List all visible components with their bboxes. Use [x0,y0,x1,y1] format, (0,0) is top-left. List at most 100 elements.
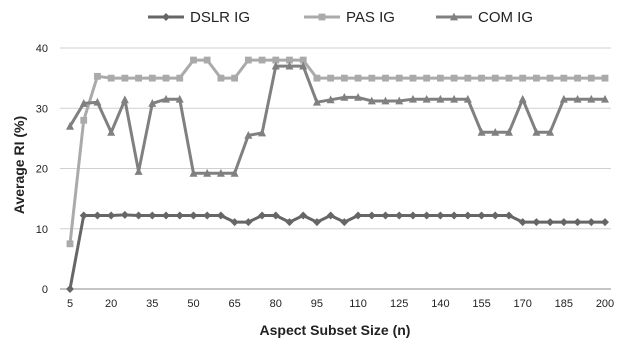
data-point [230,218,239,227]
data-point [230,168,239,177]
data-point [162,94,171,103]
data-point [340,74,348,82]
data-point [450,74,458,82]
series-pas-ig [66,56,609,248]
data-point [504,211,513,220]
data-point [175,211,184,220]
data-point [519,74,527,82]
data-point [573,218,582,227]
data-point [135,74,142,82]
data-point [395,96,404,105]
data-point [491,74,499,82]
series-dslr-ig [66,210,609,293]
data-point [532,218,541,227]
data-point [299,211,308,220]
data-point [533,74,540,82]
data-point [134,167,143,175]
data-point [299,61,308,70]
data-point [559,94,568,103]
data-point [601,74,609,82]
data-point [120,210,129,219]
data-point [80,116,88,124]
data-point [395,211,404,220]
data-point [395,74,403,82]
data-point [286,56,293,64]
data-point [258,128,267,137]
data-point [559,218,568,227]
data-point [327,74,335,82]
data-point [367,211,376,220]
data-point [381,211,390,220]
x-tick-label: 95 [311,298,323,310]
data-point [318,13,326,21]
data-point [450,94,459,103]
legend-item: DSLR IG [148,9,250,26]
data-point [382,74,389,82]
data-point [66,285,74,293]
gridlines [60,47,611,230]
data-point [231,74,239,82]
data-point [203,168,212,177]
y-tick-label: 40 [36,43,48,55]
data-point [148,211,157,220]
data-point [546,218,555,227]
data-point [148,74,156,82]
y-axis-label: Average RI (%) [11,116,27,214]
data-point [408,94,417,103]
x-tick-label: 5 [67,298,73,310]
data-point [422,94,431,103]
data-point [436,94,445,103]
data-point [175,94,184,103]
data-point [285,218,294,227]
data-point [94,72,101,80]
data-point [340,218,349,227]
data-point [258,211,267,220]
data-point [107,74,115,82]
series-group [66,56,609,293]
legend-label: DSLR IG [190,9,250,26]
data-point [66,240,74,248]
data-point [408,211,417,220]
data-point [587,74,595,82]
data-point [463,211,472,220]
data-point [601,218,609,227]
data-point [354,74,362,82]
data-point [189,211,198,220]
data-point [587,218,596,227]
x-tick-label: 35 [146,298,158,310]
data-point [340,93,349,101]
data-point [532,127,541,136]
data-point [216,211,225,220]
data-point [518,218,527,227]
data-point [272,56,280,64]
x-tick-label: 155 [472,298,490,310]
data-point [381,96,390,105]
data-point [271,211,280,220]
series-line [68,213,605,290]
legend-label: COM IG [478,9,533,26]
data-point [120,95,129,104]
y-tick-label: 30 [36,103,48,115]
data-point [477,127,486,136]
data-point [477,211,486,220]
y-tick-labels: 0 10 20 30 40 [36,43,48,296]
data-point [354,211,363,220]
data-point [450,211,459,220]
y-tick-label: 10 [36,224,48,236]
data-point [299,56,307,64]
data-point [354,93,363,101]
data-point [601,94,609,103]
x-axis-label: Aspect Subset Size (n) [260,322,411,338]
data-point [93,97,102,106]
data-point [203,211,212,220]
data-point [367,96,376,105]
data-point [312,218,321,227]
data-point [148,99,157,107]
data-point [573,94,582,103]
data-point [368,74,376,82]
legend-label: PAS IG [346,9,395,26]
data-point [450,12,458,21]
data-point [587,94,596,103]
x-tick-label: 200 [596,298,614,310]
data-point [574,74,581,82]
